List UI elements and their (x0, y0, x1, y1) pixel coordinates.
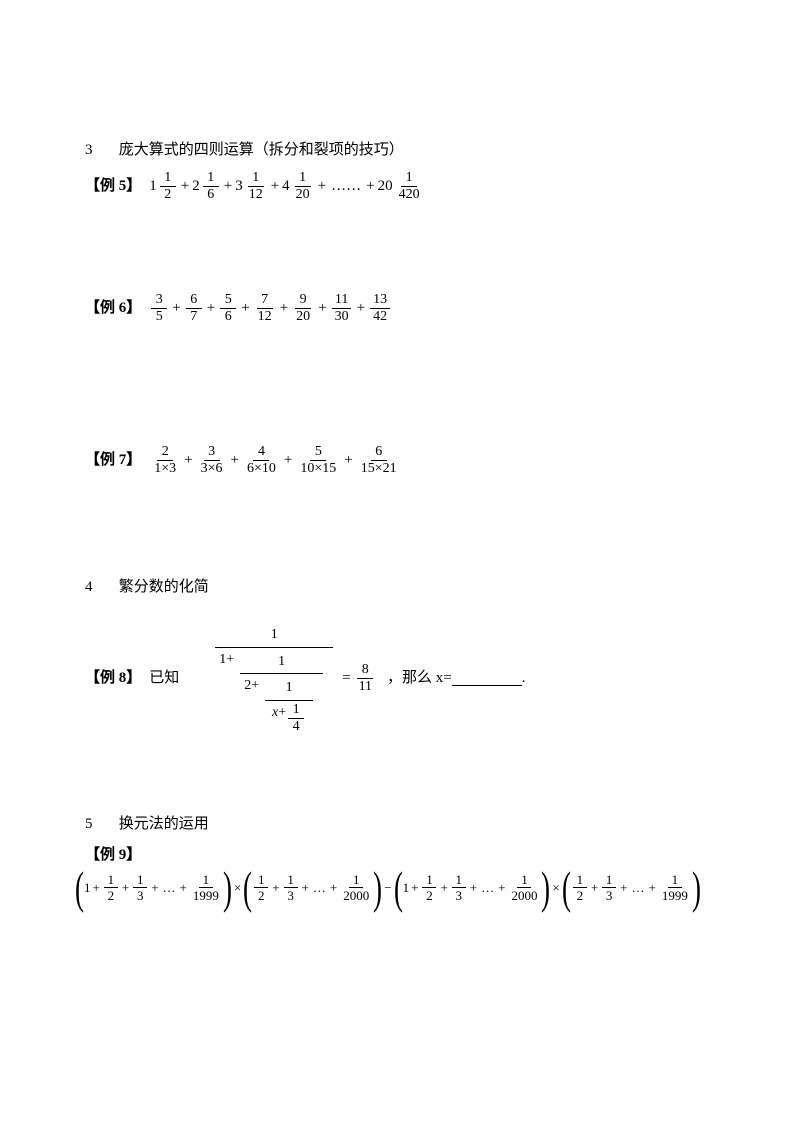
section-5-heading: 5 换元法的运用 (85, 814, 730, 835)
section-3-number: 3 (85, 140, 115, 161)
example-7: 【例 7】 21×3 + 33×6 + 46×10 + 510×15 + 615… (85, 445, 730, 476)
example-7-label: 【例 7】 (85, 450, 141, 471)
section-5-number: 5 (85, 814, 115, 835)
section-3-heading: 3 庞大算式的四则运算（拆分和裂项的技巧） (85, 140, 730, 161)
document-page: 3 庞大算式的四则运算（拆分和裂项的技巧） 【例 5】 112 + 216 + … (0, 0, 800, 946)
example-5-label: 【例 5】 (85, 176, 141, 197)
section-4-title: 繁分数的化简 (119, 579, 209, 595)
section-3-title: 庞大算式的四则运算（拆分和裂项的技巧） (119, 142, 404, 158)
example-6: 【例 6】 35 + 67 + 56 + 712 + 920 + 1130 + … (85, 293, 730, 324)
example-7-math: 21×3 + 33×6 + 46×10 + 510×15 + 615×21 (149, 445, 401, 476)
example-8: 【例 8】 已知 1 1+ 1 2+ 1 x+ (85, 623, 730, 734)
example-6-math: 35 + 67 + 56 + 712 + 920 + 1130 + 1342 (149, 293, 392, 324)
example-8-known: 已知 (149, 668, 179, 689)
section-5-title: 换元法的运用 (119, 816, 209, 832)
section-4-number: 4 (85, 577, 115, 598)
example-8-period: . (522, 668, 526, 689)
example-8-then: ，那么 x= (387, 668, 452, 689)
example-8-label: 【例 8】 (85, 668, 141, 689)
example-5: 【例 5】 112 + 216 + 3112 + 4120 + …… + 201… (85, 171, 730, 202)
example-8-math: 1 1+ 1 2+ 1 x+ 14 (209, 623, 377, 734)
example-6-label: 【例 6】 (85, 298, 141, 319)
example-9-math: ( 1+ 12+ 13+ …+ 11999 ) × ( 12+ 13+ …+ 1… (75, 870, 730, 906)
example-5-math: 112 + 216 + 3112 + 4120 + …… + 201420 (149, 171, 424, 202)
section-4-heading: 4 繁分数的化简 (85, 577, 730, 598)
example-8-blank (452, 671, 522, 686)
example-9-label: 【例 9】 (85, 845, 730, 866)
